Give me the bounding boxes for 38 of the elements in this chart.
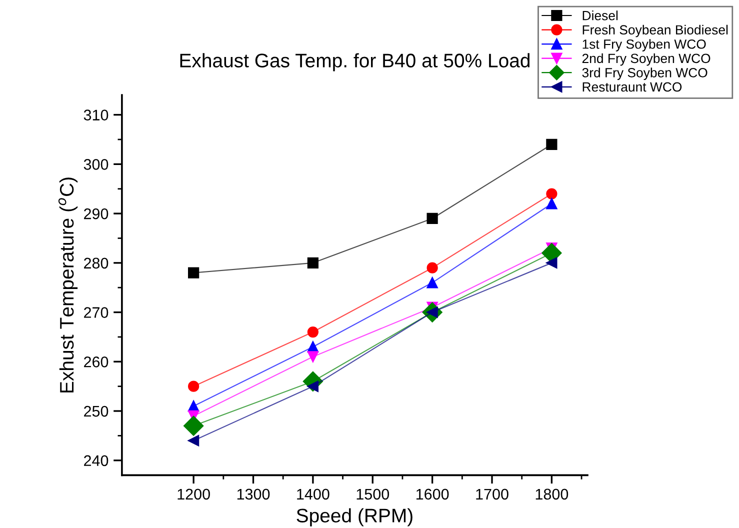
x-axis-title: Speed (RPM) [296, 508, 412, 526]
x-tick-label: 1600 [416, 488, 449, 500]
y-tick-label: 240 [84, 455, 108, 466]
point [184, 416, 204, 436]
point [188, 435, 200, 446]
x-tick-label: 1500 [356, 488, 390, 500]
legend-label: 3rd Fry Soyben WCO [582, 68, 708, 80]
point [188, 267, 200, 278]
x-tick-label: 1300 [237, 488, 270, 500]
legend-label: Fresh Soybean Biodiesel [582, 24, 728, 38]
point [546, 188, 558, 200]
x-tick-label: 1800 [536, 488, 568, 500]
point [426, 277, 438, 288]
point [546, 257, 558, 268]
point [188, 380, 200, 392]
point [307, 351, 318, 362]
y-tick-label: 290 [84, 208, 108, 220]
y-tick-label: 250 [84, 406, 108, 417]
point [426, 262, 438, 274]
point [546, 138, 558, 150]
x-tick-label: 1200 [178, 488, 210, 500]
y-tick-label: 310 [84, 110, 108, 120]
point [307, 326, 318, 338]
point [426, 212, 438, 224]
x-tick-label: 1400 [297, 488, 330, 500]
legend-label: 2nd Fry Soyben WCO [582, 53, 710, 66]
chart-title: Exhaust Gas Temp. for B40 at 50% Load [180, 53, 530, 72]
point [307, 257, 318, 268]
y-tick-label: 280 [84, 258, 108, 269]
point [546, 198, 558, 210]
y-tick-label: 270 [84, 307, 108, 318]
y-tick-label: 300 [84, 159, 108, 170]
legend-label: Resturaunt WCO [582, 82, 682, 92]
y-tick-label: 260 [84, 356, 108, 368]
legend-label: Diesel [582, 10, 618, 20]
legend-label: 1st Fry Soyben WCO [582, 39, 706, 52]
y-axis-title: Exhust Temperature ($^{o}$C) [58, 178, 78, 392]
x-tick-label: 1700 [476, 488, 508, 500]
